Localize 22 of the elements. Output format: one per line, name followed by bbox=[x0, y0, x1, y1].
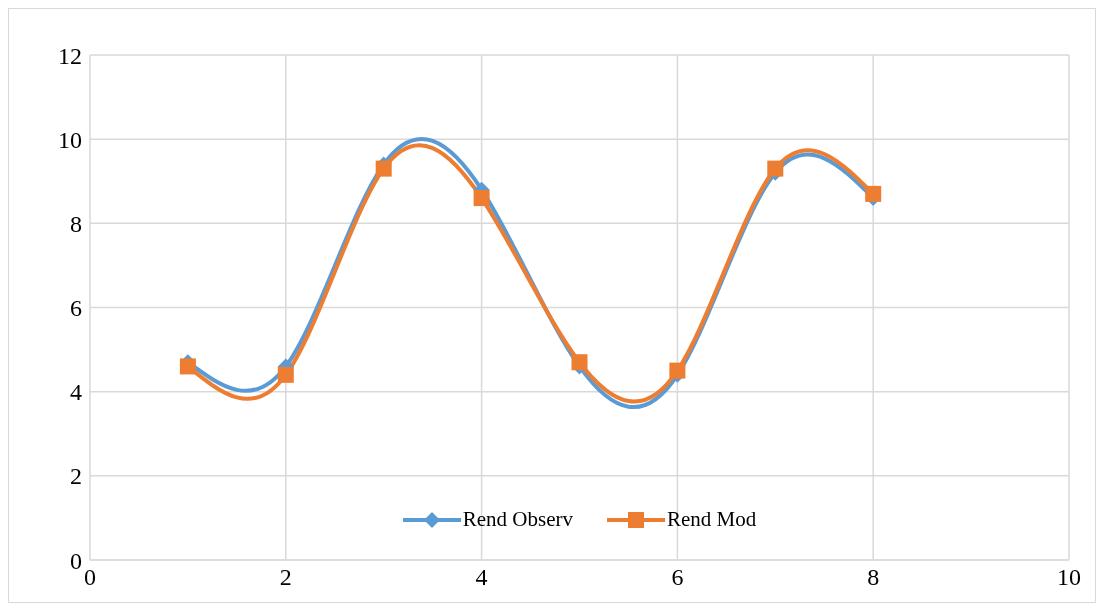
y-tick-label: 6 bbox=[70, 295, 82, 322]
point bbox=[865, 185, 882, 202]
legend-label: Rend Observ bbox=[461, 507, 573, 532]
y-tick-label: 10 bbox=[58, 126, 82, 153]
x-tick-label: 6 bbox=[671, 564, 684, 591]
x-tick-label: 2 bbox=[279, 564, 292, 591]
legend-label: Rend Mod bbox=[666, 507, 757, 532]
point bbox=[179, 358, 196, 375]
y-tick-label: 12 bbox=[58, 42, 82, 69]
y-tick-label: 4 bbox=[70, 379, 82, 406]
x-tick-label: 8 bbox=[867, 564, 880, 591]
point bbox=[669, 362, 686, 379]
x-tick-label: 10 bbox=[1057, 564, 1081, 591]
point bbox=[375, 160, 392, 177]
y-tick-label: 8 bbox=[70, 210, 82, 237]
point bbox=[473, 190, 490, 207]
x-tick-label: 4 bbox=[475, 564, 488, 591]
y-tick-label: 0 bbox=[70, 547, 82, 574]
point bbox=[767, 160, 784, 177]
point bbox=[571, 354, 588, 371]
point bbox=[277, 366, 294, 383]
y-tick-label: 2 bbox=[70, 463, 82, 490]
